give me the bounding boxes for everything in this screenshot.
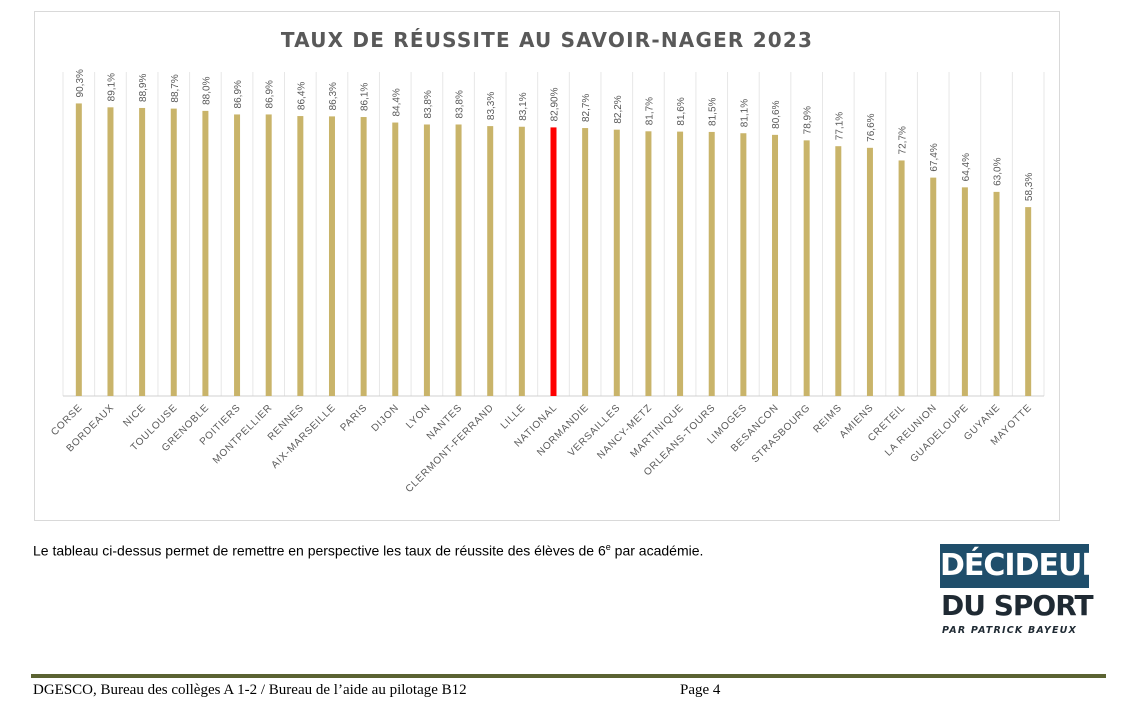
bar-clermont-ferrand xyxy=(487,126,494,396)
category-label: LILLE xyxy=(499,402,528,431)
decideurs-du-sport-logo: DÉCIDEURS DU SPORT PAR PATRICK BAYEUX xyxy=(940,544,1125,640)
bar-lyon xyxy=(423,124,430,396)
value-label: 83,3% xyxy=(486,92,497,120)
category-label: DIJON xyxy=(370,402,402,434)
footer-rule xyxy=(31,674,1106,678)
value-label: 86,3% xyxy=(328,82,339,110)
bar-bordeaux xyxy=(107,107,114,396)
bar-corse xyxy=(75,103,82,396)
logo-line-2: DU SPORT xyxy=(941,589,1094,622)
value-label: 89,1% xyxy=(106,73,117,101)
bar-dijon xyxy=(392,122,399,396)
value-label: 82,90% xyxy=(550,87,561,121)
value-label: 80,6% xyxy=(771,100,782,128)
bar-besancon xyxy=(772,134,779,396)
value-label: 76,6% xyxy=(866,113,877,141)
value-label: 64,4% xyxy=(961,153,972,181)
value-label: 81,6% xyxy=(676,97,687,125)
category-label: LYON xyxy=(404,402,433,431)
value-label: 81,5% xyxy=(708,97,719,125)
bar-la-reunion xyxy=(930,177,937,396)
caption-main: Le tableau ci-dessus permet de remettre … xyxy=(33,542,606,559)
footer-credit: DGESCO, Bureau des collèges A 1-2 / Bure… xyxy=(33,682,467,698)
logo-line-1: DÉCIDEURS xyxy=(940,544,1125,588)
bars xyxy=(75,103,1032,397)
bar-orleans-tours xyxy=(708,131,715,396)
gridlines xyxy=(62,72,1045,397)
page-number: Page 4 xyxy=(680,682,721,698)
bar-grenoble xyxy=(202,110,209,396)
category-label: GUADELOUPE xyxy=(908,402,971,465)
value-label: 83,1% xyxy=(518,92,529,120)
caption-end: par académie. xyxy=(610,542,704,559)
value-label: 86,1% xyxy=(360,83,371,111)
category-label: MONTPELLIER xyxy=(211,402,275,466)
bar-toulouse xyxy=(170,108,177,396)
bar-lille xyxy=(518,126,525,397)
bar-martinique xyxy=(677,131,684,396)
chart-title: TAUX DE RÉUSSITE AU SAVOIR-NAGER 2023 xyxy=(281,28,813,52)
value-label: 72,7% xyxy=(898,126,909,154)
bar-normandie xyxy=(582,128,589,396)
value-label: 88,7% xyxy=(170,74,181,102)
value-label: 83,8% xyxy=(423,90,434,118)
value-label: 81,1% xyxy=(739,99,750,127)
value-label: 58,3% xyxy=(1024,173,1035,201)
value-label: 88,9% xyxy=(138,74,149,102)
bar-paris xyxy=(360,117,367,396)
category-label: NICE xyxy=(121,402,148,429)
bar-guadeloupe xyxy=(961,187,968,396)
bar-creteil xyxy=(898,160,905,396)
bar-nice xyxy=(139,107,146,397)
logo-byline: PAR PATRICK BAYEUX xyxy=(942,625,1078,636)
bar-poitiers xyxy=(234,114,241,396)
bar-strasbourg xyxy=(803,140,810,396)
value-label: 86,4% xyxy=(296,82,307,110)
bar-reims xyxy=(835,146,842,396)
category-label: STRASBOURG xyxy=(750,402,813,465)
chart-frame: TAUX DE RÉUSSITE AU SAVOIR-NAGER 2023 90… xyxy=(34,11,1060,521)
bar-versailles xyxy=(613,129,620,396)
value-label: 78,9% xyxy=(803,106,814,134)
data-labels: 90,3% 89,1% 88,9% 88,7% 88,0% 86,9% 86,9% 86,4%… xyxy=(75,69,1035,201)
value-label: 90,3% xyxy=(75,69,86,97)
category-label: NANCY-METZ xyxy=(595,402,654,461)
caption-text: Le tableau ci-dessus permet de remettre … xyxy=(33,542,703,559)
value-label: 67,4% xyxy=(929,143,940,171)
value-label: 86,9% xyxy=(265,80,276,108)
value-label: 88,0% xyxy=(201,76,212,104)
bar-national xyxy=(550,127,557,397)
bar-chart: TAUX DE RÉUSSITE AU SAVOIR-NAGER 2023 90… xyxy=(49,28,1045,495)
category-label: PARIS xyxy=(338,402,369,433)
bar-nantes xyxy=(455,124,462,396)
bar-limoges xyxy=(740,133,747,396)
caption-superscript: e xyxy=(605,542,611,552)
bar-nancy-metz xyxy=(645,131,652,396)
bar-montpellier xyxy=(265,114,272,396)
value-label: 77,1% xyxy=(834,112,845,140)
bar-amiens xyxy=(866,147,873,396)
value-label: 81,7% xyxy=(644,97,655,125)
bar-rennes xyxy=(297,116,304,397)
value-label: 83,8% xyxy=(455,90,466,118)
bar-aix-marseille xyxy=(328,116,335,396)
bar-mayotte xyxy=(1025,207,1032,396)
value-label: 82,7% xyxy=(581,94,592,122)
value-label: 82,2% xyxy=(613,95,624,123)
value-label: 84,4% xyxy=(391,88,402,116)
value-label: 63,0% xyxy=(993,157,1004,185)
bar-guyane xyxy=(993,191,1000,396)
value-label: 86,9% xyxy=(233,80,244,108)
